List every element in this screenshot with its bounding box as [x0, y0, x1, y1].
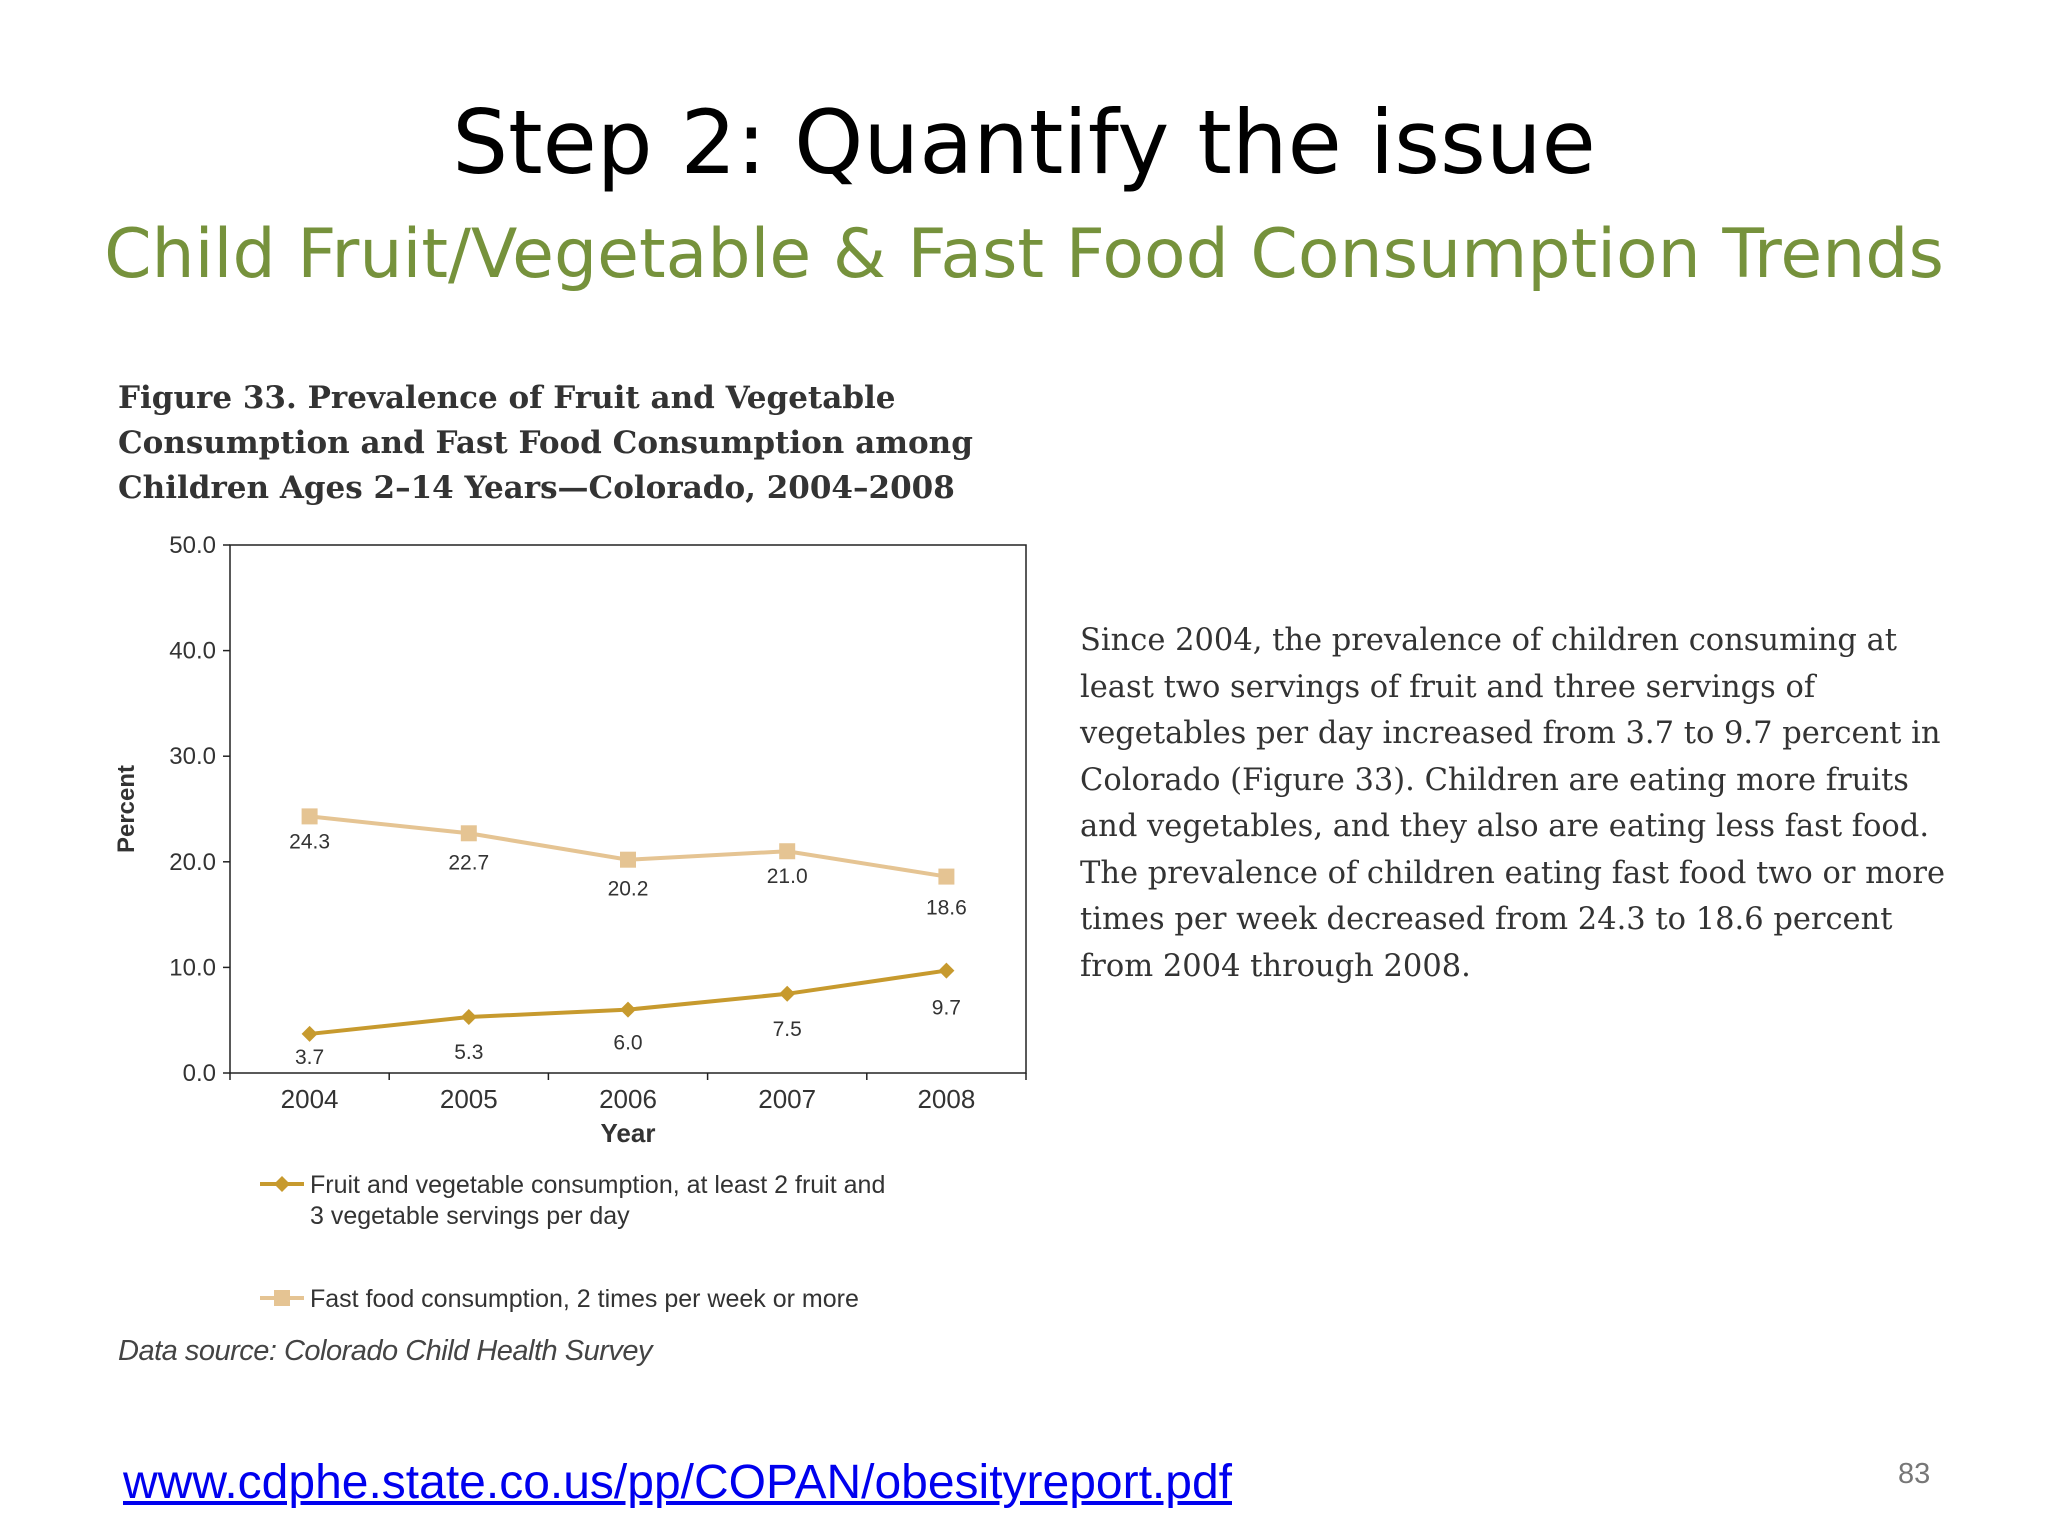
- data-label: 18.6: [926, 897, 967, 920]
- slide-subtitle: Child Fruit/Vegetable & Fast Food Consum…: [104, 215, 1944, 294]
- y-tick-label: 50.0: [169, 532, 216, 559]
- figure-caption-line: Consumption and Fast Food Consumption am…: [118, 425, 973, 461]
- data-label: 3.7: [295, 1046, 324, 1069]
- data-point: [620, 1001, 636, 1018]
- data-point: [938, 868, 955, 885]
- data-label: 21.0: [767, 865, 808, 888]
- x-tick-label: 2007: [758, 1084, 816, 1114]
- data-label: 20.2: [608, 878, 649, 901]
- report-link[interactable]: www.cdphe.state.co.us/pp/COPAN/obesityre…: [123, 1456, 1232, 1509]
- data-label: 24.3: [289, 830, 330, 853]
- legend-entry: Fast food consumption, 2 times per week …: [310, 1285, 859, 1313]
- data-label: 6.0: [613, 1032, 642, 1055]
- data-point: [779, 843, 796, 860]
- page-number: 83: [1898, 1458, 1931, 1490]
- legend-entry: 3 vegetable servings per day: [310, 1202, 630, 1230]
- line-chart: 0.0 10.0 20.0 30.0 40.0 50.0 2004 2005 2006 2007 2…: [113, 532, 1027, 1313]
- figure-caption-line: Figure 33. Prevalence of Fruit and Veget…: [118, 380, 896, 416]
- legend-entry: Fruit and vegetable consumption, at leas…: [310, 1171, 885, 1199]
- x-tick-label: 2006: [599, 1084, 657, 1114]
- y-tick-label: 0.0: [183, 1060, 216, 1087]
- x-tick-label: 2004: [281, 1084, 339, 1114]
- y-axis-label: Percent: [113, 765, 140, 853]
- data-source: Data source: Colorado Child Health Surve…: [118, 1335, 653, 1367]
- data-label: 5.3: [454, 1041, 483, 1064]
- data-point: [460, 1009, 477, 1026]
- data-label: 9.7: [932, 997, 961, 1020]
- data-point: [779, 985, 796, 1002]
- x-tick-label: 2008: [917, 1084, 975, 1114]
- x-axis-label: Year: [601, 1118, 656, 1148]
- data-point: [938, 962, 955, 979]
- plot-frame: [229, 544, 1027, 1074]
- legend-swatch-marker: [274, 1176, 290, 1192]
- y-tick-label: 10.0: [169, 954, 216, 981]
- slide-title: Step 2: Quantify the issue: [452, 91, 1596, 194]
- data-point: [301, 1025, 318, 1042]
- data-point: [301, 808, 318, 825]
- x-tick-label: 2005: [440, 1084, 498, 1114]
- y-tick-label: 30.0: [169, 743, 216, 770]
- figure-description: Since 2004, the prevalence of children c…: [1080, 623, 1946, 984]
- data-label: 7.5: [773, 1018, 802, 1041]
- y-tick-label: 20.0: [169, 849, 216, 876]
- data-label: 22.7: [448, 851, 489, 874]
- figure-caption: Figure 33. Prevalence of Fruit and Veget…: [118, 376, 1018, 511]
- y-tick-label: 40.0: [169, 638, 216, 665]
- legend-swatch-marker: [274, 1290, 290, 1306]
- figure-caption-line: Children Ages 2–14 Years—Colorado, 2004–…: [118, 470, 955, 506]
- data-point: [460, 825, 477, 842]
- data-point: [620, 851, 636, 868]
